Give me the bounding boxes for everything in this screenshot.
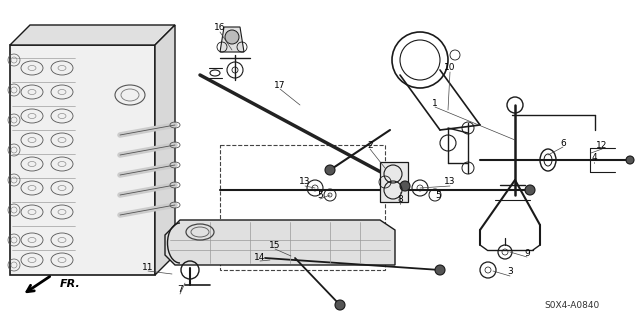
Circle shape — [225, 30, 239, 44]
Text: 12: 12 — [596, 140, 608, 150]
Circle shape — [325, 165, 335, 175]
Text: 13: 13 — [444, 177, 456, 187]
Text: 9: 9 — [524, 249, 530, 257]
Text: 7: 7 — [177, 286, 183, 294]
Circle shape — [525, 185, 535, 195]
Text: 8: 8 — [397, 196, 403, 204]
Text: 4: 4 — [591, 153, 597, 162]
Polygon shape — [10, 45, 155, 275]
Circle shape — [400, 181, 410, 191]
Text: 5: 5 — [435, 190, 441, 199]
Text: 11: 11 — [142, 263, 154, 271]
Text: 6: 6 — [560, 138, 566, 147]
Polygon shape — [380, 162, 408, 202]
Circle shape — [435, 265, 445, 275]
Text: 10: 10 — [444, 63, 456, 72]
Text: 5: 5 — [317, 190, 323, 199]
Bar — [220, 145, 385, 270]
Text: 17: 17 — [275, 80, 285, 90]
Polygon shape — [220, 27, 244, 52]
Text: 13: 13 — [300, 177, 311, 187]
Text: 14: 14 — [254, 253, 266, 262]
Text: 2: 2 — [367, 140, 373, 150]
Text: 15: 15 — [269, 241, 281, 249]
Polygon shape — [10, 25, 175, 45]
Text: 1: 1 — [432, 99, 438, 108]
Text: FR.: FR. — [60, 279, 81, 289]
Polygon shape — [165, 220, 395, 265]
Text: 3: 3 — [507, 268, 513, 277]
Polygon shape — [155, 25, 175, 275]
Circle shape — [626, 156, 634, 164]
Text: 16: 16 — [214, 24, 226, 33]
Text: S0X4-A0840: S0X4-A0840 — [545, 301, 600, 310]
Circle shape — [335, 300, 345, 310]
